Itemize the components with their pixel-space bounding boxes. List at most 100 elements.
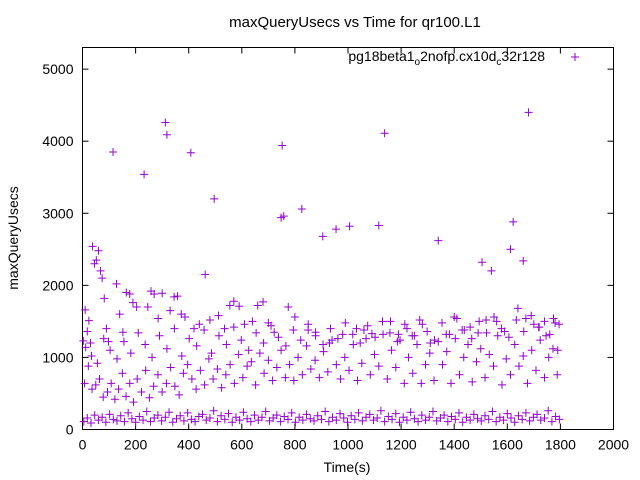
x-tick-label: 800 bbox=[283, 437, 307, 453]
data-point bbox=[126, 349, 135, 358]
data-point bbox=[536, 416, 545, 425]
data-point bbox=[553, 370, 562, 379]
data-point bbox=[125, 289, 134, 298]
legend-label: pg18beta1o2nofp.cx10dc32r128 bbox=[348, 48, 545, 68]
data-point bbox=[225, 301, 234, 310]
data-point bbox=[328, 336, 337, 345]
data-point bbox=[260, 369, 269, 378]
data-point bbox=[476, 344, 485, 353]
data-point bbox=[510, 418, 519, 427]
data-point bbox=[90, 411, 99, 420]
legend-label-subscript: c bbox=[496, 57, 501, 68]
data-point bbox=[506, 245, 515, 254]
data-point bbox=[190, 324, 199, 333]
data-point bbox=[542, 331, 551, 340]
data-point bbox=[488, 407, 497, 416]
data-point bbox=[113, 416, 122, 425]
data-point bbox=[267, 321, 276, 330]
data-point bbox=[291, 418, 300, 427]
data-point bbox=[217, 383, 226, 392]
data-point bbox=[120, 417, 129, 426]
data-point bbox=[259, 297, 268, 306]
chart-title: maxQueryUsecs vs Time for qr100.L1 bbox=[229, 14, 481, 31]
data-point bbox=[499, 416, 508, 425]
data-point bbox=[518, 415, 527, 424]
data-point bbox=[226, 360, 235, 369]
data-point bbox=[289, 376, 298, 385]
data-point bbox=[385, 328, 394, 337]
data-point bbox=[437, 318, 446, 327]
data-point bbox=[116, 411, 125, 420]
data-point bbox=[278, 141, 287, 150]
data-point bbox=[369, 416, 378, 425]
data-point bbox=[323, 367, 332, 376]
data-point bbox=[521, 314, 530, 323]
data-point bbox=[274, 333, 283, 342]
data-point bbox=[162, 344, 171, 353]
data-point bbox=[161, 413, 170, 422]
data-point bbox=[417, 379, 426, 388]
data-point bbox=[157, 416, 166, 425]
data-point bbox=[374, 221, 383, 230]
data-point bbox=[506, 370, 515, 379]
data-point bbox=[391, 363, 400, 372]
data-point bbox=[222, 340, 231, 349]
x-tick-label: 1600 bbox=[492, 437, 523, 453]
data-series bbox=[79, 108, 564, 428]
data-point bbox=[524, 108, 533, 117]
data-point bbox=[248, 317, 257, 326]
data-point bbox=[380, 129, 389, 138]
data-point bbox=[139, 416, 148, 425]
data-point bbox=[205, 413, 214, 422]
data-point bbox=[400, 320, 409, 329]
data-point bbox=[555, 320, 564, 329]
data-point bbox=[213, 364, 222, 373]
x-tick-label: 0 bbox=[79, 437, 87, 453]
data-point bbox=[127, 414, 136, 423]
data-point bbox=[359, 326, 368, 335]
data-point bbox=[87, 351, 96, 360]
data-point bbox=[549, 314, 558, 323]
data-point bbox=[339, 413, 348, 422]
data-point bbox=[365, 410, 374, 419]
data-point bbox=[220, 324, 229, 333]
data-point bbox=[279, 212, 288, 221]
data-point bbox=[194, 412, 203, 421]
data-point bbox=[192, 385, 201, 394]
data-point bbox=[438, 360, 447, 369]
data-point bbox=[200, 326, 209, 335]
data-point bbox=[149, 382, 158, 391]
y-tick-label: 5000 bbox=[42, 61, 73, 77]
data-point bbox=[79, 336, 88, 345]
data-point bbox=[430, 376, 439, 385]
data-point bbox=[404, 353, 413, 362]
data-point bbox=[255, 349, 264, 358]
data-point bbox=[183, 360, 192, 369]
data-point bbox=[131, 418, 140, 427]
data-point bbox=[170, 292, 179, 301]
data-point bbox=[512, 315, 521, 324]
data-point bbox=[84, 362, 93, 371]
data-point bbox=[170, 382, 179, 391]
data-point bbox=[251, 380, 260, 389]
data-point bbox=[348, 330, 357, 339]
data-point bbox=[234, 350, 243, 359]
data-point bbox=[425, 413, 434, 422]
data-point bbox=[287, 408, 296, 417]
data-point bbox=[519, 256, 528, 265]
data-point bbox=[451, 334, 460, 343]
x-tick-label: 1200 bbox=[386, 437, 417, 453]
data-point bbox=[202, 416, 211, 425]
data-point bbox=[162, 130, 171, 139]
data-point bbox=[525, 416, 534, 425]
data-point bbox=[523, 379, 532, 388]
data-point bbox=[239, 408, 248, 417]
data-point bbox=[454, 408, 463, 417]
data-point bbox=[125, 379, 134, 388]
data-point bbox=[129, 398, 138, 407]
data-point bbox=[81, 343, 90, 352]
data-point bbox=[553, 346, 562, 355]
data-point bbox=[281, 341, 290, 350]
data-point bbox=[383, 375, 392, 384]
